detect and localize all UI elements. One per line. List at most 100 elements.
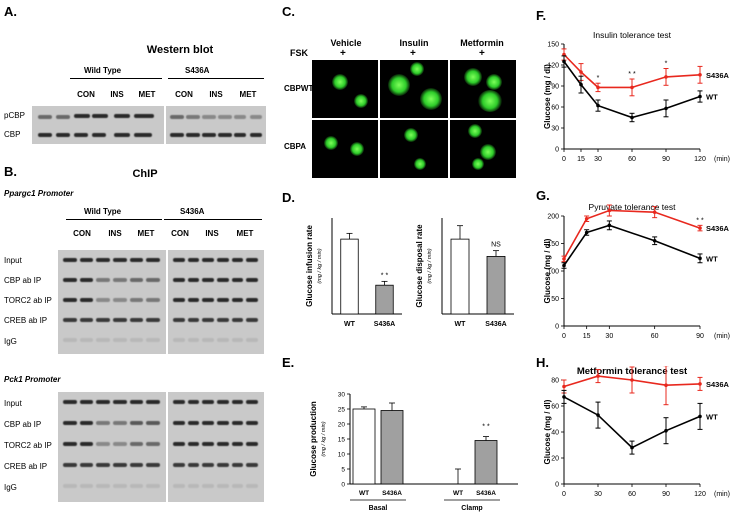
chip-band [187, 463, 200, 467]
y-axis-label: Glucose infusion rate [305, 225, 314, 307]
chip-row-label: Input [4, 256, 22, 265]
chip-band [79, 318, 94, 322]
micrograph-cbpwt-vehicle [312, 60, 378, 118]
chip-band [173, 463, 185, 467]
chip-band [96, 318, 110, 322]
chip-band [79, 463, 94, 467]
y-tick-label: 30 [551, 126, 559, 133]
chip-band [146, 400, 160, 404]
chip-band [63, 338, 77, 342]
micrograph-cbpwt-metformin [450, 60, 516, 118]
chip-band [113, 400, 127, 404]
series-label: S436A [706, 380, 730, 389]
panel-a-lane-label: INS [110, 90, 124, 99]
chip-band [246, 318, 258, 322]
chip-band [187, 258, 200, 262]
x-axis-label: (min) [714, 491, 730, 498]
chip-band [246, 338, 258, 342]
chip-blot-pck1-wt [58, 392, 166, 502]
panel-f-letter: F. [536, 8, 547, 23]
chip-row-label: CBP ab IP [4, 276, 42, 285]
series-line [563, 224, 701, 266]
series-label: WT [706, 254, 718, 263]
data-point [698, 73, 702, 77]
data-point [579, 70, 583, 74]
x-tick-label: S436A [476, 490, 496, 497]
micrograph-cbpa-metformin [450, 120, 516, 178]
x-tick-label: 30 [605, 333, 613, 340]
x-tick-label: 30 [594, 156, 602, 163]
treatment-label: Vehicle [330, 38, 362, 48]
chip-band [96, 463, 110, 467]
y-tick-label: 90 [551, 84, 559, 91]
x-tick-label: WT [359, 490, 369, 497]
chip-band [113, 278, 127, 282]
chip-band [202, 298, 214, 302]
chip-band [231, 278, 244, 282]
y-axis-unit: (mg / kg / min) [427, 248, 433, 283]
chip-band [129, 463, 144, 467]
plus-sign: + [479, 48, 485, 59]
chip-band [246, 484, 258, 488]
chip-band [217, 442, 229, 446]
chip-band [146, 338, 160, 342]
y-axis-unit: (mg / kg / min) [321, 421, 327, 456]
data-point [698, 94, 702, 99]
panel-b-lane-label: MET [137, 229, 155, 238]
pck1-promoter-label: Pck1 Promoter [4, 375, 61, 384]
chip-band [187, 318, 200, 322]
fsk-label: FSK [290, 48, 308, 58]
data-point [630, 115, 634, 120]
chip-band [217, 278, 229, 282]
chip-row-label: TORC2 ab IP [4, 441, 52, 450]
chip-band [129, 442, 144, 446]
line-chart-pyruvate-tolerance: Pyruvate tolerance test 0 50 100 150 200 0 15 30… [543, 202, 730, 340]
x-tick-label: 15 [577, 156, 585, 163]
significance-marker: NS [491, 242, 501, 249]
y-tick-label: 50 [551, 296, 559, 303]
chip-band [79, 421, 94, 425]
chip-band [202, 258, 214, 262]
chip-band [187, 338, 200, 342]
y-tick-label: 100 [547, 269, 559, 276]
chip-band [246, 258, 258, 262]
chip-row-label: CBP ab IP [4, 420, 42, 429]
chip-band [79, 338, 94, 342]
chip-band [246, 421, 258, 425]
bar-chart-glucose-disposal: WT S436A NS Glucose disposal rate (mg / kg /… [415, 218, 514, 328]
chip-band [129, 318, 144, 322]
x-tick-label: 60 [651, 333, 659, 340]
significance-marker: * [597, 366, 600, 369]
x-tick-label: WT [344, 321, 356, 328]
y-tick-label: 60 [551, 105, 559, 112]
y-tick-label: 40 [551, 430, 559, 437]
panel-h-letter: H. [536, 355, 549, 370]
panel-a-lane-label: INS [209, 90, 223, 99]
chip-band [113, 258, 127, 262]
bar [474, 440, 498, 485]
y-tick-label: 25 [338, 407, 346, 414]
chip-band [246, 298, 258, 302]
data-point [579, 82, 583, 87]
significance-marker: * * [482, 424, 490, 431]
chip-band [217, 298, 229, 302]
x-tick-label: 15 [583, 333, 591, 340]
panel-a-group-s436a: S436A [185, 66, 210, 75]
chip-band [96, 421, 110, 425]
chip-band [173, 318, 185, 322]
data-point [698, 382, 702, 386]
chip-band [63, 318, 77, 322]
micro-row-label: CBPA [284, 142, 307, 151]
chip-band [113, 442, 127, 446]
chip-band [217, 318, 229, 322]
chip-band [113, 463, 127, 467]
x-tick-label: S436A [485, 321, 506, 328]
x-tick-label: 0 [562, 491, 566, 498]
chip-band [173, 298, 185, 302]
chip-band [187, 421, 200, 425]
x-axis-label: (min) [714, 156, 730, 163]
data-point [562, 384, 566, 389]
y-tick-label: 200 [547, 214, 559, 221]
chip-band [202, 463, 214, 467]
x-axis-label: (min) [714, 333, 730, 340]
